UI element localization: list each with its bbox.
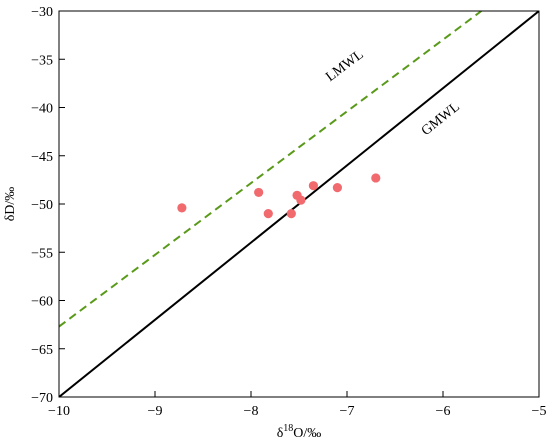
x-tick-label: −6 — [436, 404, 451, 419]
x-tick-label: −7 — [340, 404, 355, 419]
y-axis-title: δD/‰ — [3, 187, 18, 222]
ticks-layer: −10 −9 −8 −7 −6 −5 −70 −65 −60 −55 −50 −45 −40 −35 −30 — [31, 5, 546, 419]
y-tick-label: −50 — [31, 198, 53, 213]
y-tick-label: −70 — [31, 391, 53, 406]
data-point — [308, 181, 318, 191]
data-point — [296, 195, 306, 205]
x-tick-label: −5 — [532, 404, 547, 419]
x-axis-title-rest: O/‰ — [293, 426, 321, 441]
line-label-lmwl: LMWL — [323, 47, 366, 85]
line-lmwl — [59, 11, 482, 328]
x-tick-label: −9 — [148, 404, 163, 419]
data-point — [263, 209, 273, 219]
data-point — [332, 182, 342, 193]
points-layer — [177, 173, 381, 219]
x-tick-label: −8 — [244, 404, 259, 419]
line-label-gmwl: GMWL — [419, 100, 463, 139]
y-tick-label: −30 — [31, 5, 53, 20]
y-tick-label: −55 — [31, 246, 53, 261]
x-axis-title-main: δ — [277, 426, 284, 441]
y-tick-label: −35 — [31, 53, 53, 68]
labels-layer: LMWL GMWL — [323, 47, 462, 139]
x-tick-label: −10 — [48, 404, 70, 419]
x-axis-title: δ18O/‰ — [277, 423, 322, 441]
y-tick-label: −45 — [31, 150, 53, 165]
data-point — [177, 203, 187, 213]
x-axis-title-sup: 18 — [283, 423, 293, 434]
y-tick-label: −65 — [31, 343, 53, 358]
data-point — [286, 209, 296, 219]
data-point — [254, 187, 264, 198]
y-tick-label: −60 — [31, 295, 53, 310]
y-tick-label: −40 — [31, 102, 53, 117]
data-point — [371, 173, 381, 183]
